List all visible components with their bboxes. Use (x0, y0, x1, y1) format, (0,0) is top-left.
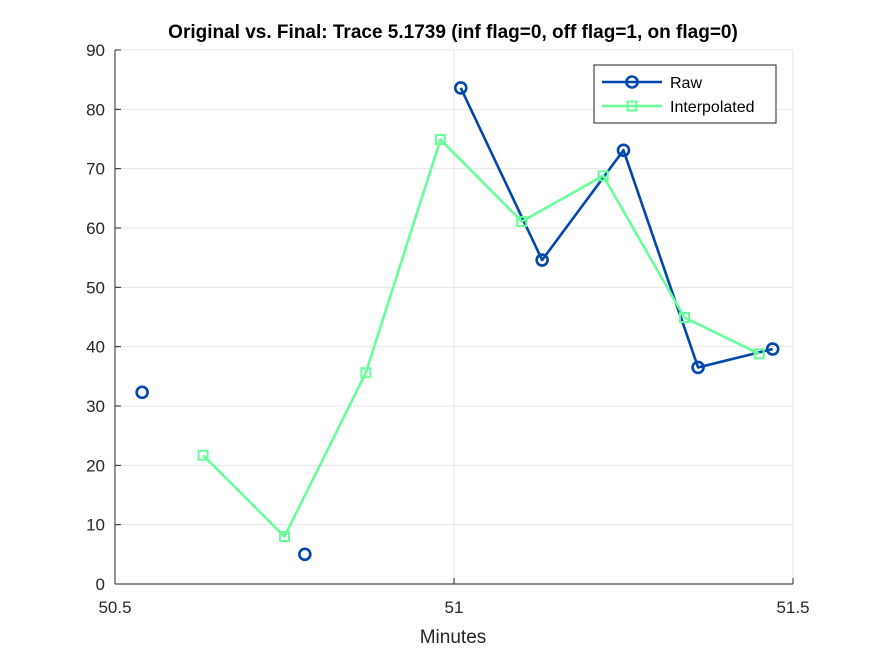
legend-swatch-marker (626, 100, 638, 112)
y-tick-label: 10 (86, 516, 105, 535)
legend-label: Raw (670, 75, 702, 92)
legend-swatch-marker (625, 75, 639, 89)
legend-label: Interpolated (670, 99, 755, 116)
y-tick-label: 30 (86, 397, 105, 416)
data-point (279, 531, 290, 543)
data-point (765, 342, 780, 356)
y-tick-label: 40 (86, 338, 105, 357)
data-point (453, 81, 468, 95)
data-point (616, 143, 631, 158)
y-tick-label: 90 (86, 41, 105, 60)
series-raw (135, 81, 780, 562)
data-point (434, 134, 446, 146)
y-tick-label: 80 (86, 100, 105, 119)
legend-item: Interpolated (602, 99, 755, 116)
y-tick-label: 0 (96, 575, 105, 594)
series-line (459, 87, 773, 369)
chart-title: Original vs. Final: Trace 5.1739 (inf fl… (168, 22, 738, 43)
axes: 0 10 20 30 40 50 60 70 80 90 50.5 51 51.5 (86, 41, 809, 617)
data-series (135, 81, 780, 562)
y-tick-label: 20 (86, 456, 105, 475)
data-point (753, 348, 765, 360)
data-point (298, 547, 312, 562)
series-line (202, 138, 760, 538)
x-tick-label: 50.5 (98, 598, 131, 617)
data-point (516, 215, 528, 227)
y-tick-label: 70 (86, 160, 105, 179)
x-tick-label: 51.5 (776, 598, 809, 617)
data-point (679, 312, 691, 324)
data-point (135, 385, 149, 400)
data-point (691, 360, 705, 375)
legend-box (593, 64, 777, 124)
x-axis-label: Minutes (420, 627, 487, 648)
legend-item: Raw (602, 75, 702, 92)
y-tick-label: 60 (86, 219, 105, 238)
y-tick-label: 50 (86, 278, 105, 297)
data-point (197, 449, 209, 461)
data-point (597, 170, 609, 182)
x-tick-label: 51 (445, 598, 464, 617)
series-interpolated (197, 134, 765, 543)
legend: Raw Interpolated (593, 64, 777, 124)
data-point (535, 253, 549, 267)
data-point (360, 367, 372, 379)
